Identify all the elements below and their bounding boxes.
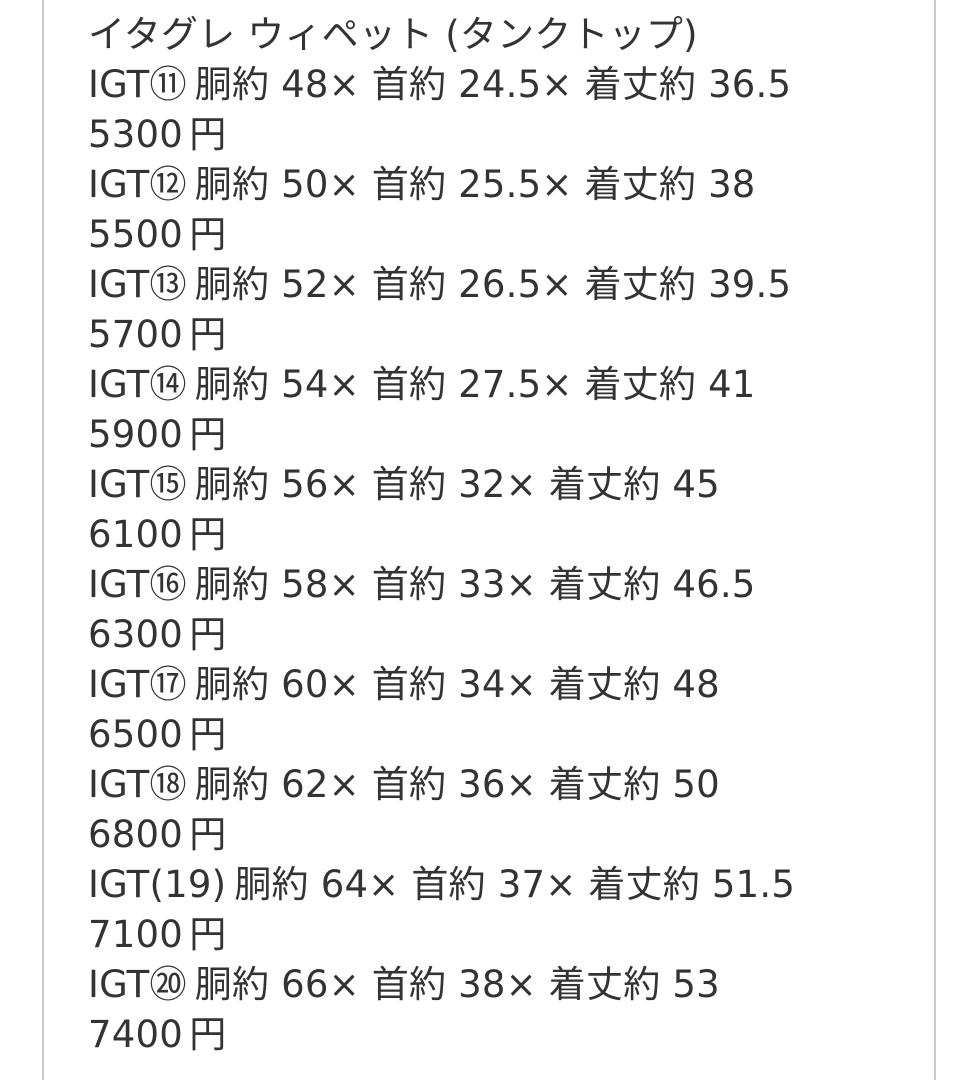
price-line: 5300 円 bbox=[88, 110, 924, 160]
size-price-item: IGT⑬ 胴約 52× 首約 26.5× 着丈約 39.5 5700 円 bbox=[88, 260, 924, 360]
yen-suffix: 円 bbox=[189, 913, 227, 956]
size-spec-line: IGT⑰ 胴約 60× 首約 34× 着丈約 48 bbox=[88, 660, 924, 710]
price-line: 5500 円 bbox=[88, 210, 924, 260]
price-line: 7100 円 bbox=[88, 910, 924, 960]
price-value: 5700 bbox=[88, 313, 183, 356]
item-id: IGT⑬ bbox=[88, 263, 187, 306]
size-price-item: IGT⑱ 胴約 62× 首約 36× 着丈約 50 6800 円 bbox=[88, 760, 924, 860]
listing-items: IGT⑪ 胴約 48× 首約 24.5× 着丈約 36.5 5300 円 IGT⑫ 胴… bbox=[88, 60, 924, 1060]
price-value: 7100 bbox=[88, 913, 183, 956]
price-value: 5900 bbox=[88, 413, 183, 456]
size-spec-line: IGT⑮ 胴約 56× 首約 32× 着丈約 45 bbox=[88, 460, 924, 510]
item-id: IGT⑭ bbox=[88, 363, 187, 406]
size-price-item: IGT⑪ 胴約 48× 首約 24.5× 着丈約 36.5 5300 円 bbox=[88, 60, 924, 160]
item-id: IGT⑮ bbox=[88, 463, 187, 506]
size-price-item: IGT⑯ 胴約 58× 首約 33× 着丈約 46.5 6300 円 bbox=[88, 560, 924, 660]
yen-suffix: 円 bbox=[189, 1013, 227, 1056]
size-spec-line: IGT⑬ 胴約 52× 首約 26.5× 着丈約 39.5 bbox=[88, 260, 924, 310]
item-spec: 胴約 56× 首約 32× 着丈約 45 bbox=[194, 463, 720, 506]
item-spec: 胴約 52× 首約 26.5× 着丈約 39.5 bbox=[194, 263, 792, 306]
size-spec-line: IGT⑭ 胴約 54× 首約 27.5× 着丈約 41 bbox=[88, 360, 924, 410]
item-spec: 胴約 48× 首約 24.5× 着丈約 36.5 bbox=[194, 63, 792, 106]
item-spec: 胴約 66× 首約 38× 着丈約 53 bbox=[194, 963, 720, 1006]
yen-suffix: 円 bbox=[189, 313, 227, 356]
price-value: 6300 bbox=[88, 613, 183, 656]
price-value: 5500 bbox=[88, 213, 183, 256]
price-line: 5700 円 bbox=[88, 310, 924, 360]
item-id: IGT(19) bbox=[88, 863, 227, 906]
item-spec: 胴約 54× 首約 27.5× 着丈約 41 bbox=[194, 363, 756, 406]
size-price-item: IGT(19) 胴約 64× 首約 37× 着丈約 51.5 7100 円 bbox=[88, 860, 924, 960]
yen-suffix: 円 bbox=[189, 613, 227, 656]
price-line: 6500 円 bbox=[88, 710, 924, 760]
item-spec: 胴約 62× 首約 36× 着丈約 50 bbox=[194, 763, 720, 806]
item-id: IGT⑫ bbox=[88, 163, 187, 206]
size-spec-line: IGT⑫ 胴約 50× 首約 25.5× 着丈約 38 bbox=[88, 160, 924, 210]
item-id: IGT⑯ bbox=[88, 563, 187, 606]
yen-suffix: 円 bbox=[189, 113, 227, 156]
yen-suffix: 円 bbox=[189, 513, 227, 556]
price-value: 6800 bbox=[88, 813, 183, 856]
yen-suffix: 円 bbox=[189, 713, 227, 756]
item-id: IGT⑱ bbox=[88, 763, 187, 806]
size-price-item: IGT⑫ 胴約 50× 首約 25.5× 着丈約 38 5500 円 bbox=[88, 160, 924, 260]
size-spec-line: IGT⑳ 胴約 66× 首約 38× 着丈約 53 bbox=[88, 960, 924, 1010]
price-line: 6300 円 bbox=[88, 610, 924, 660]
size-price-item: IGT⑭ 胴約 54× 首約 27.5× 着丈約 41 5900 円 bbox=[88, 360, 924, 460]
size-price-item: IGT⑰ 胴約 60× 首約 34× 着丈約 48 6500 円 bbox=[88, 660, 924, 760]
price-line: 6100 円 bbox=[88, 510, 924, 560]
price-value: 5300 bbox=[88, 113, 183, 156]
size-spec-line: IGT⑯ 胴約 58× 首約 33× 着丈約 46.5 bbox=[88, 560, 924, 610]
item-spec: 胴約 58× 首約 33× 着丈約 46.5 bbox=[194, 563, 756, 606]
price-line: 5900 円 bbox=[88, 410, 924, 460]
size-spec-line: IGT⑪ 胴約 48× 首約 24.5× 着丈約 36.5 bbox=[88, 60, 924, 110]
item-id: IGT⑳ bbox=[88, 963, 187, 1006]
yen-suffix: 円 bbox=[189, 413, 227, 456]
item-spec: 胴約 60× 首約 34× 着丈約 48 bbox=[194, 663, 720, 706]
listing-title: イタグレ ウィペット (タンクトップ) bbox=[88, 13, 698, 56]
price-value: 6500 bbox=[88, 713, 183, 756]
size-price-item: IGT⑳ 胴約 66× 首約 38× 着丈約 53 7400 円 bbox=[88, 960, 924, 1060]
yen-suffix: 円 bbox=[189, 813, 227, 856]
item-id: IGT⑰ bbox=[88, 663, 187, 706]
yen-suffix: 円 bbox=[189, 213, 227, 256]
price-line: 6800 円 bbox=[88, 810, 924, 860]
size-spec-line: IGT⑱ 胴約 62× 首約 36× 着丈約 50 bbox=[88, 760, 924, 810]
price-value: 6100 bbox=[88, 513, 183, 556]
size-price-item: IGT⑮ 胴約 56× 首約 32× 着丈約 45 6100 円 bbox=[88, 460, 924, 560]
product-description-panel: イタグレ ウィペット (タンクトップ) IGT⑪ 胴約 48× 首約 24.5× … bbox=[42, 0, 936, 1080]
size-spec-line: IGT(19) 胴約 64× 首約 37× 着丈約 51.5 bbox=[88, 860, 924, 910]
item-id: IGT⑪ bbox=[88, 63, 187, 106]
item-spec: 胴約 50× 首約 25.5× 着丈約 38 bbox=[194, 163, 756, 206]
item-spec: 胴約 64× 首約 37× 着丈約 51.5 bbox=[234, 863, 796, 906]
price-line: 7400 円 bbox=[88, 1010, 924, 1060]
price-value: 7400 bbox=[88, 1013, 183, 1056]
